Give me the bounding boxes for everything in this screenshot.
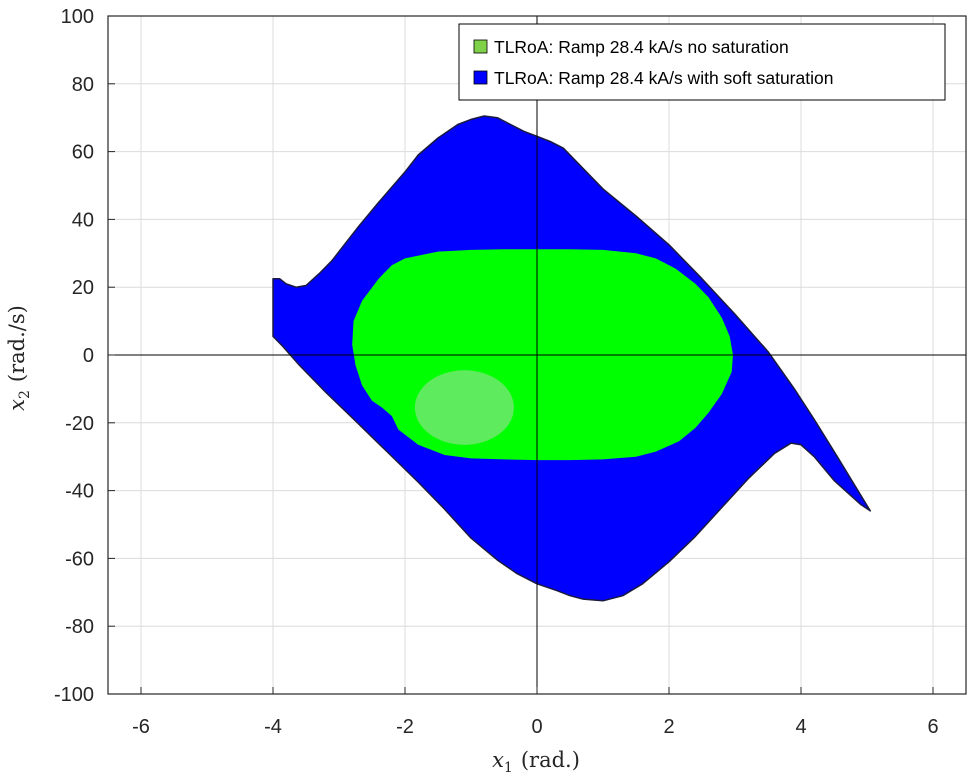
x-tick-label: -2 [396,716,414,738]
y-tick-label: -80 [65,616,94,638]
x-tick-label: 0 [531,716,542,738]
y-tick-label: 40 [72,209,94,231]
zero-axis-lines [108,16,966,694]
plot-frame [107,15,967,695]
x-tick-label: 4 [795,716,806,738]
y-tick-label: -100 [54,684,94,706]
x-axis-label: x1 (rad.) [492,748,580,775]
legend-entry-no-saturation: TLRoA: Ramp 28.4 kA/s no saturation [494,37,789,57]
y-axis-label: x2(rad./s) [5,305,33,411]
y-tick-label: 60 [72,142,94,164]
legend-box [458,23,946,101]
regions [272,115,872,602]
legend-swatch-soft-saturation [473,70,488,85]
y-tick-label: 100 [61,6,94,28]
y-tick-label: -60 [65,548,94,570]
legend-entry-soft-saturation: TLRoA: Ramp 28.4 kA/s with soft saturati… [494,68,833,88]
x-tick-label: 6 [927,716,938,738]
y-tick-label: 80 [72,74,94,96]
legend-swatch-no-saturation [473,39,488,54]
legend: TLRoA: Ramp 28.4 kA/s no saturation TLRo… [458,23,946,101]
y-tick-label: 20 [72,277,94,299]
x-tick-label: -4 [264,716,282,738]
y-tick-label: -40 [65,481,94,503]
region-highlight [414,370,514,445]
x-tick-label: 2 [663,716,674,738]
y-tick-label: -20 [65,413,94,435]
x-tick-label: -6 [132,716,150,738]
y-tick-label: 0 [83,345,94,367]
